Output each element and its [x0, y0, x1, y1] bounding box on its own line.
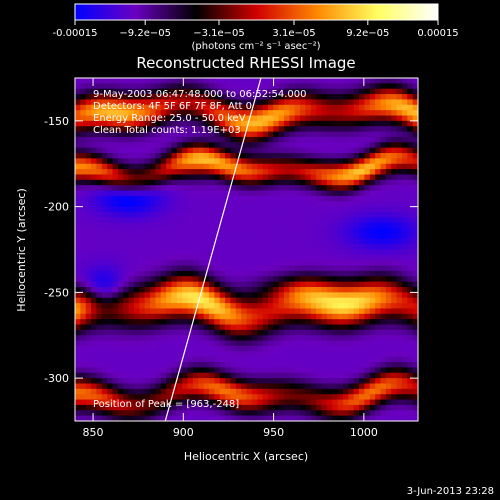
- annotation-line: Clean Total counts: 1.19E+03: [93, 125, 241, 136]
- x-axis: 850 900 950 1000: [83, 78, 378, 439]
- heatmap-image: [75, 78, 418, 421]
- colorbar-tick-label: 9.2e−05: [346, 28, 389, 39]
- annotation-line: 9-May-2003 06:47:48.000 to 06:52:54.000: [93, 89, 306, 100]
- y-axis: -150 -200 -250 -300: [44, 115, 418, 385]
- plot-frame: [74, 77, 419, 422]
- colorbar-tick-label: −3.1e−05: [193, 28, 245, 39]
- x-tick-label: 900: [173, 426, 194, 439]
- annotation-line: Energy Range: 25.0 - 50.0 keV: [93, 113, 246, 124]
- solar-limb-line: [164, 77, 262, 422]
- y-axis-label: Heliocentric Y (arcsec): [15, 188, 28, 312]
- annotations: 9-May-2003 06:47:48.000 to 06:52:54.000D…: [93, 89, 306, 136]
- colorbar-tick-label: -0.00015: [53, 28, 98, 39]
- colorbar-tick-label: 3.1e−05: [272, 28, 315, 39]
- colorbar: [74, 3, 439, 21]
- colorbar-tick-label: 0.00015: [417, 28, 458, 39]
- x-tick-label: 950: [263, 426, 284, 439]
- y-tick-label: -200: [44, 201, 69, 214]
- colorbar-ticks: -0.00015 −9.2e−05 −3.1e−05 3.1e−05 9.2e−05 0.…: [53, 20, 459, 39]
- x-tick-label: 850: [83, 426, 104, 439]
- x-axis-label: Heliocentric X (arcsec): [184, 450, 308, 463]
- y-tick-label: -300: [44, 372, 69, 385]
- annotation-line: Detectors: 4F 5F 6F 7F 8F, Att 0: [93, 101, 252, 112]
- peak-position-label: Position of Peak = [963,-248]: [93, 399, 239, 410]
- colorbar-unit-label: (photons cm⁻² s⁻¹ asec⁻²): [191, 41, 320, 52]
- chart-title: Reconstructed RHESSI Image: [136, 54, 355, 72]
- colorbar-tick-label: −9.2e−05: [119, 28, 171, 39]
- footer-timestamp: 3-Jun-2013 23:28: [407, 486, 494, 497]
- x-tick-label: 1000: [350, 426, 378, 439]
- y-tick-label: -150: [44, 115, 69, 128]
- y-tick-label: -250: [44, 286, 69, 299]
